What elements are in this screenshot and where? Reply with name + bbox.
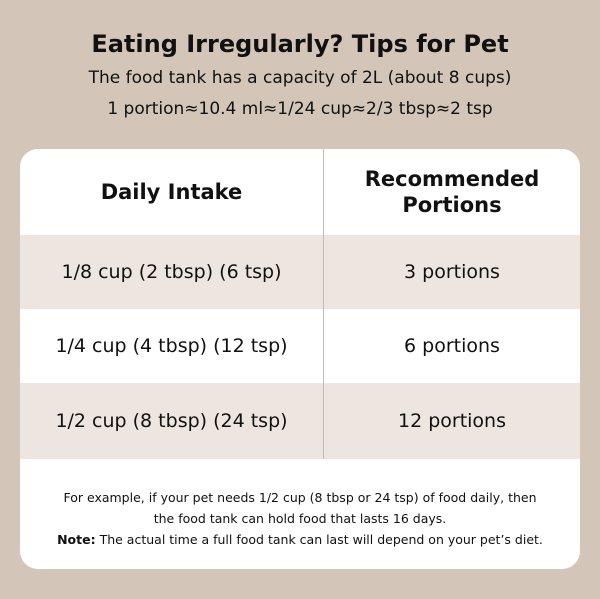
note-label: Note: <box>57 532 96 547</box>
intake-cell: 1/4 cup (4 tbsp) (12 tsp) <box>55 335 288 357</box>
portion-table-card: Daily Intake Recommended Portions 1/8 cu… <box>20 149 580 569</box>
note-line: Note: The actual time a full food tank c… <box>20 529 580 550</box>
page-title: Eating Irregularly? Tips for Pet <box>91 30 509 58</box>
table-row: 1/4 cup (4 tbsp) (12 tsp) 6 portions <box>20 309 580 383</box>
intake-cell: 1/2 cup (8 tbsp) (24 tsp) <box>55 410 288 432</box>
capacity-text: The food tank has a capacity of 2L (abou… <box>88 68 512 88</box>
portions-cell: 12 portions <box>397 410 506 432</box>
column-divider <box>323 149 324 459</box>
intake-cell: 1/8 cup (2 tbsp) (6 tsp) <box>61 261 282 283</box>
table-row: 1/8 cup (2 tbsp) (6 tsp) 3 portions <box>20 235 580 309</box>
example-line-2: the food tank can hold food that lasts 1… <box>153 511 447 526</box>
footer-note: For example, if your pet needs 1/2 cup (… <box>20 487 580 550</box>
portion-conversion-text: 1 portion≈10.4 ml≈1/24 cup≈2/3 tbsp≈2 ts… <box>107 99 493 119</box>
example-line-1: For example, if your pet needs 1/2 cup (… <box>63 490 537 505</box>
table-header-row: Daily Intake Recommended Portions <box>20 149 580 235</box>
note-text: The actual time a full food tank can las… <box>95 532 543 547</box>
portions-cell: 3 portions <box>404 261 500 283</box>
column-header-recommended-portions: Recommended Portions <box>364 167 540 217</box>
table-row: 1/2 cup (8 tbsp) (24 tsp) 12 portions <box>20 383 580 459</box>
column-header-daily-intake: Daily Intake <box>100 180 243 204</box>
portions-cell: 6 portions <box>404 335 500 357</box>
